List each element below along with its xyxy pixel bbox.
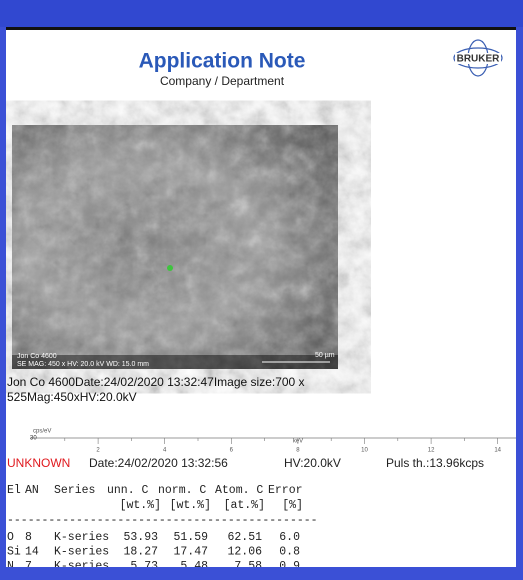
image-caption: Jon Co 4600Date:24/02/2020 13:32:47Image… [7, 375, 327, 405]
image-scale: 50 µm [315, 352, 335, 359]
table-cell: Al [7, 575, 21, 580]
table-cell: 51.59 [173, 531, 208, 544]
table-cell: 7.46 [234, 575, 262, 580]
document: Application Note Company / Department BR… [0, 0, 523, 580]
top-band [0, 0, 523, 27]
column-unit: [at.%] [224, 499, 265, 512]
y-unit: cps/eV [33, 429, 51, 435]
column-header: Series [54, 484, 95, 497]
table-cell: 14 [25, 546, 39, 559]
table-cell: 13 [25, 575, 39, 580]
column-unit: [wt.%] [120, 499, 161, 512]
x-tick-label: 12 [428, 448, 435, 454]
logo-text: BRUKER [457, 54, 501, 65]
table-cell: Si [7, 546, 21, 559]
table-cell: 6.0 [279, 531, 300, 544]
x-tick-label: 14 [494, 448, 501, 454]
table-cell: 10.86 [123, 575, 158, 580]
table-cell: 0.8 [279, 546, 300, 559]
column-header: norm. C [158, 484, 206, 497]
spectrum-date: Date:24/02/2020 13:32:56 [89, 456, 228, 470]
table-cell: 7 [25, 560, 32, 573]
table-rule: ----------------------------------------… [7, 514, 318, 527]
table-cell: K-series [54, 575, 109, 580]
table-cell: K-series [54, 546, 109, 559]
column-header: AN [25, 484, 39, 497]
top-rule [6, 27, 516, 30]
table-cell: 53.93 [123, 531, 158, 544]
sem-image: Jon Co 4600 SE MAG: 450 x HV: 20.0 kV WD… [12, 125, 338, 369]
table-cell: 8 [25, 531, 32, 544]
table-cell: K-series [54, 531, 109, 544]
table-cell: 17.47 [173, 546, 208, 559]
title: Application Note [139, 50, 306, 73]
table-cell: 12.06 [227, 546, 262, 559]
table-cell: 0.5 [279, 575, 300, 580]
image-label: Jon Co 4600 [17, 353, 57, 360]
table-cell: K-series [54, 560, 109, 573]
table-cell: 62.51 [227, 531, 262, 544]
page: Application Note Company / Department BR… [0, 0, 523, 580]
column-header: Error [268, 484, 303, 497]
table-cell: 7.58 [234, 560, 262, 573]
table-cell: O [7, 531, 14, 544]
subtitle: Company / Department [160, 74, 285, 88]
table-cell: 10.39 [173, 575, 208, 580]
spectrum-hv: HV:20.0kV [284, 456, 341, 470]
spectrum-puls: Puls th.:13.96kcps [386, 456, 484, 470]
column-header: unn. C [107, 484, 149, 497]
column-header: Atom. C [215, 484, 263, 497]
y-tick: 30 [30, 436, 37, 442]
table-cell: 5.48 [180, 560, 208, 573]
spectrum-name: UNKNOWN [7, 456, 70, 470]
column-unit: [wt.%] [170, 499, 211, 512]
column-unit: [%] [282, 499, 303, 512]
table-cell: 0.9 [279, 560, 300, 573]
table-cell: 5.73 [130, 560, 158, 573]
x-tick-label: 10 [361, 448, 368, 454]
column-header: El [7, 484, 21, 497]
image-info: SE MAG: 450 x HV: 20.0 kV WD: 15.0 mm [17, 361, 149, 368]
table-cell: N [7, 560, 14, 573]
table-cell: 18.27 [123, 546, 158, 559]
